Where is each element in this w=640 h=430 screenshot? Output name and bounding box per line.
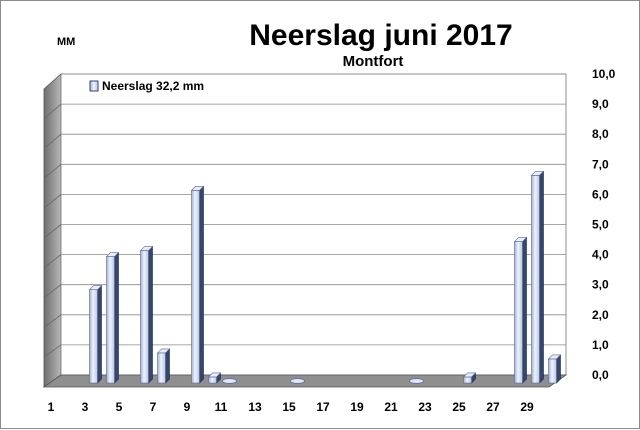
bar <box>530 170 545 384</box>
x-tick-label: 13 <box>248 400 262 414</box>
x-tick-label: 1 <box>48 400 55 414</box>
x-tick-label: 19 <box>350 400 364 414</box>
x-tick-label: 11 <box>215 400 228 414</box>
x-axis-ticks: 1 3 5 7 9 11 13 15 17 19 21 23 25 27 29 <box>48 400 534 414</box>
y-tick-label: 5,0 <box>592 218 609 232</box>
y-tick-label: 4,0 <box>592 248 609 262</box>
bar-zero <box>222 378 237 384</box>
side-wall <box>43 73 62 388</box>
bar <box>207 372 222 384</box>
bar <box>190 185 205 384</box>
y-tick-label: 10,0 <box>592 67 616 81</box>
gridline <box>43 73 566 90</box>
x-tick-label: 27 <box>486 400 500 414</box>
floor <box>42 374 568 388</box>
legend-label: Neerslag 32,2 mm <box>102 79 204 93</box>
gridline <box>43 103 566 120</box>
y-tick-label: 8,0 <box>592 127 609 141</box>
chart-title: Neerslag juni 2017 <box>249 19 512 52</box>
gridline <box>43 224 566 239</box>
bars <box>88 170 562 384</box>
bar <box>139 245 154 384</box>
y-tick-label: 6,0 <box>592 187 609 201</box>
gridline <box>43 163 566 179</box>
x-tick-label: 29 <box>520 400 534 414</box>
x-tick-label: 3 <box>82 400 89 414</box>
x-tick-label: 7 <box>150 400 157 414</box>
x-tick-label: 9 <box>184 400 191 414</box>
bar-zero <box>409 378 424 384</box>
bar <box>547 354 562 384</box>
y-tick-label: 1,0 <box>592 338 609 352</box>
y-tick-label: 3,0 <box>592 278 609 292</box>
y-axis-unit: MM <box>57 36 75 48</box>
y-tick-label: 7,0 <box>592 157 609 171</box>
chart-subtitle: Montfort <box>343 53 404 70</box>
bar <box>462 372 477 384</box>
x-tick-label: 17 <box>316 400 330 414</box>
legend: Neerslag 32,2 mm <box>89 79 204 93</box>
bar <box>88 284 103 384</box>
y-tick-label: 9,0 <box>592 97 609 111</box>
x-tick-label: 23 <box>418 400 432 414</box>
y-tick-label: 0,0 <box>592 368 609 382</box>
x-tick-label: 21 <box>384 400 398 414</box>
y-tick-label: 2,0 <box>592 308 609 322</box>
x-tick-label: 25 <box>452 400 466 414</box>
gridline <box>43 133 566 149</box>
bar-zero <box>290 378 305 384</box>
gridline <box>43 193 566 209</box>
bar <box>156 348 171 384</box>
bar <box>513 236 528 384</box>
legend-swatch <box>89 80 99 92</box>
y-axis-ticks: 0,0 1,0 2,0 3,0 4,0 5,0 6,0 7,0 8,0 9,0 10,0 <box>592 67 616 382</box>
bar <box>105 251 120 384</box>
x-tick-label: 5 <box>116 400 123 414</box>
x-tick-label: 15 <box>282 400 296 414</box>
